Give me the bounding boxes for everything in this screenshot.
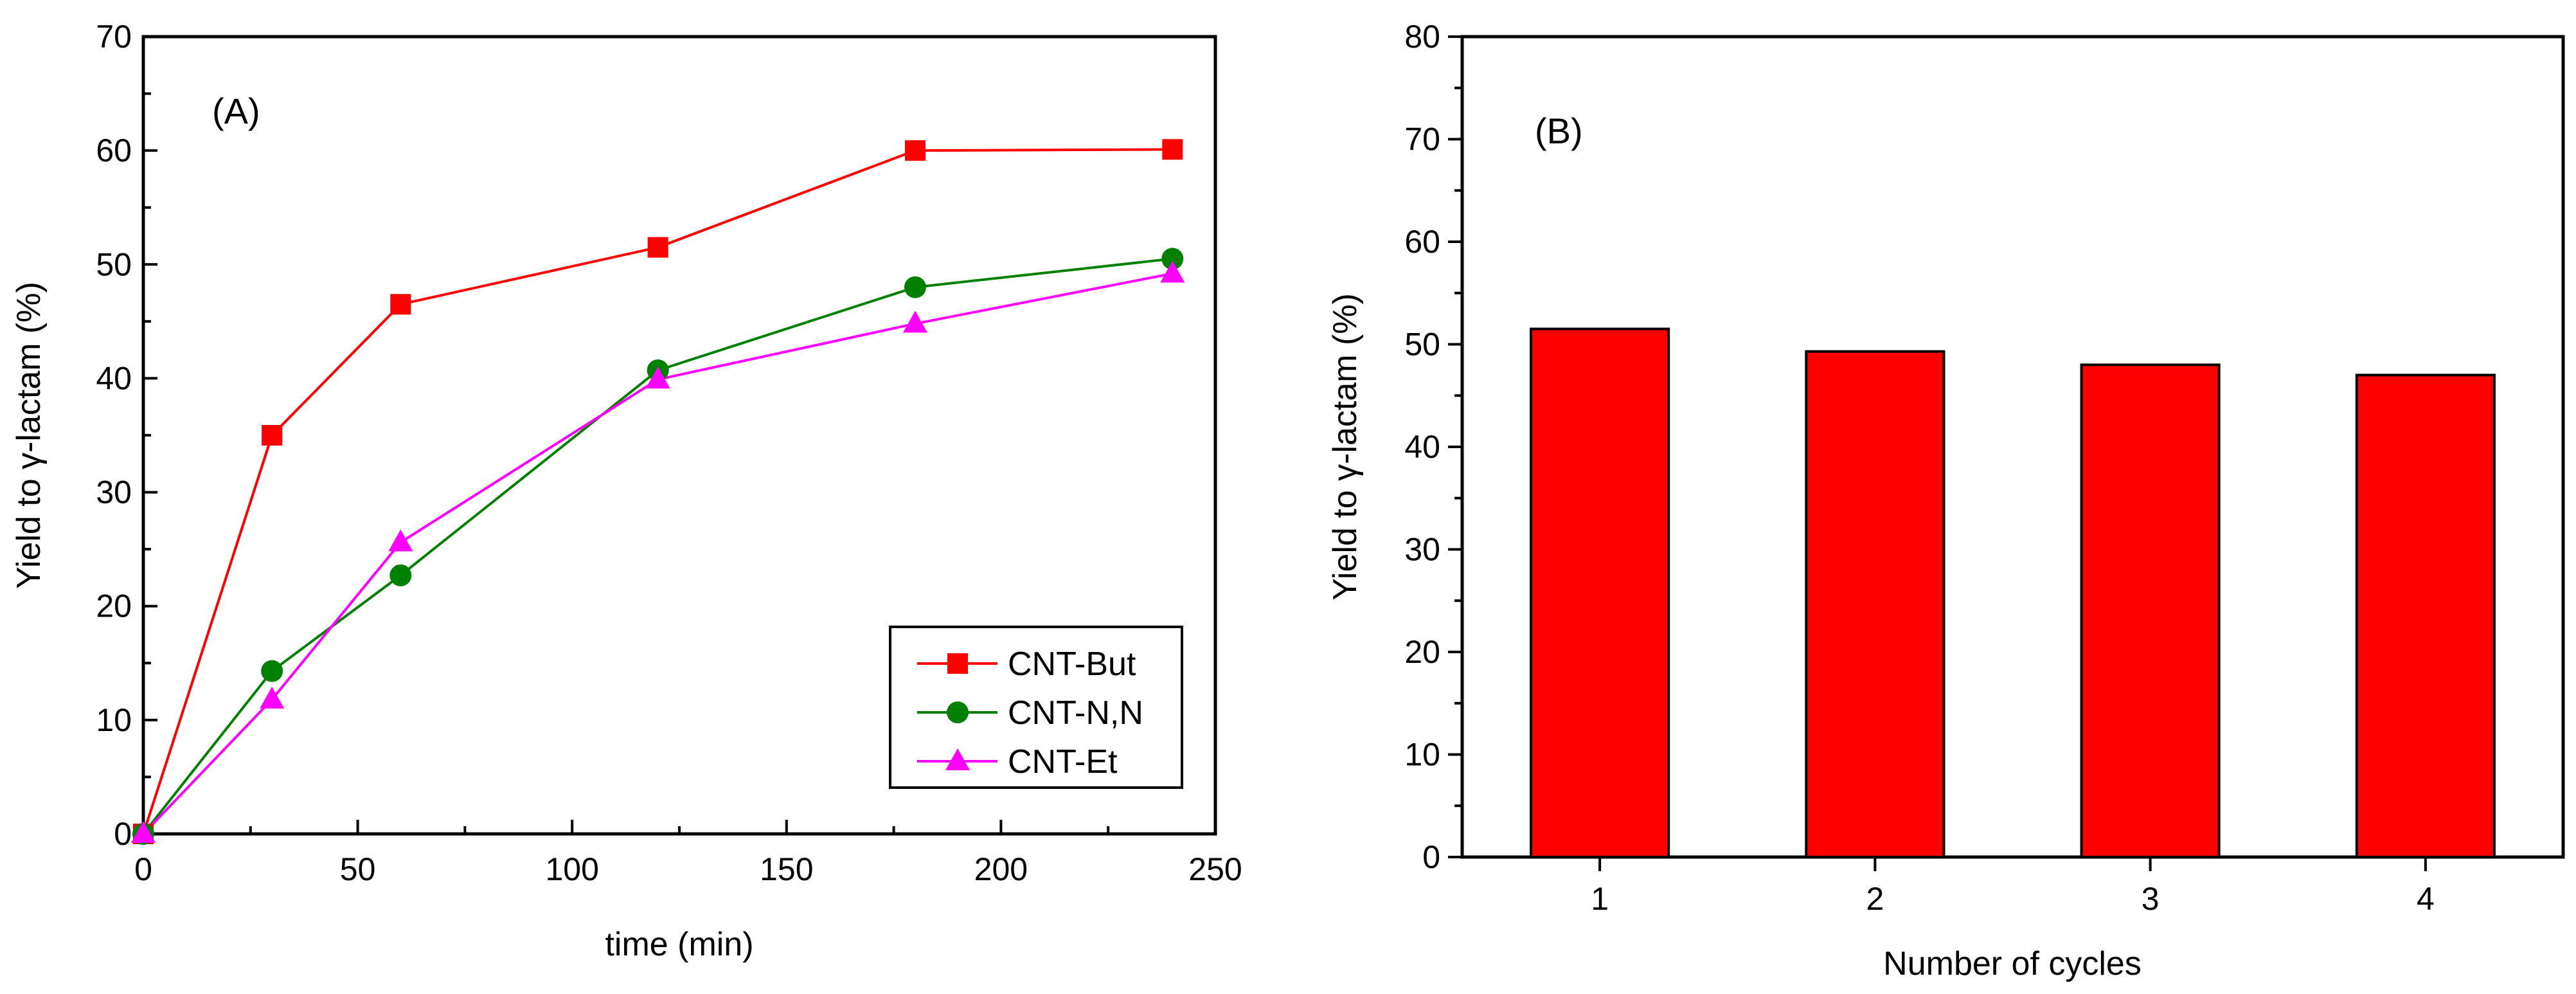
y-tick-label-b: 10 <box>1404 737 1440 773</box>
data-point-cnt-et <box>388 529 413 552</box>
bar-cycle-2 <box>1805 350 1945 858</box>
x-tick-label-a: 50 <box>340 851 376 887</box>
x-tick-label-b: 1 <box>1591 881 1609 917</box>
chart-panel-b: 0 10 20 30 40 50 60 70 80 1 2 3 4 Number of cycles Y… <box>1327 19 2565 982</box>
y-tick-label-a: 0 <box>114 816 132 852</box>
y-axis-title-a: Yield to γ-lactam (%) <box>10 282 48 589</box>
y-tick-label-a: 60 <box>96 132 132 168</box>
data-point-cnt-but <box>647 237 668 258</box>
y-tick-label-b: 20 <box>1404 634 1440 670</box>
data-point-cnt-et <box>131 821 156 843</box>
data-point-cnt-but <box>1162 139 1183 160</box>
data-point-cnt-n-n <box>1161 248 1184 270</box>
y-tick-label-a: 20 <box>96 588 132 624</box>
legend-marker-cnt-n-n <box>947 701 969 723</box>
y-tick-label-b: 40 <box>1404 429 1440 465</box>
y-tick-label-b: 60 <box>1404 224 1440 260</box>
legend-marker-cnt-et <box>945 748 970 770</box>
series-line-cnt-but <box>142 148 1173 835</box>
series-lines-a <box>142 148 1173 835</box>
x-tick-label-a: 0 <box>134 851 152 887</box>
x-tick-label-a: 250 <box>1188 851 1242 887</box>
series-line-cnt-et <box>142 272 1173 835</box>
y-tick-label-a: 30 <box>96 474 132 511</box>
y-tick-label-b: 30 <box>1404 532 1440 568</box>
series-line-cnt-n-n <box>142 257 1173 835</box>
legend-label-cnt-n-n: CNT-N,N <box>1008 694 1143 732</box>
x-tick-label-a: 100 <box>545 851 598 887</box>
data-point-cnt-et <box>902 311 927 333</box>
bars-b <box>1530 327 2496 858</box>
legend-label-cnt-et: CNT-Et <box>1008 743 1118 781</box>
chart-panel-a: 0 50 100 150 200 250 0 10 20 30 40 50 60 70 time (min… <box>10 19 1242 963</box>
x-axis-title-b: Number of cycles <box>1883 945 2142 982</box>
panel-label-a: (A) <box>212 91 260 131</box>
axis-ticks-a: 0 50 100 150 200 250 0 10 20 30 40 50 60 70 <box>96 19 1242 887</box>
data-point-cnt-et <box>260 686 285 709</box>
data-point-cnt-n-n <box>904 276 926 298</box>
y-tick-label-b: 0 <box>1422 839 1440 875</box>
x-tick-label-b: 3 <box>2142 881 2160 917</box>
bar-cycle-1 <box>1530 327 1670 858</box>
x-tick-label-a: 200 <box>974 851 1028 887</box>
bar-cycle-3 <box>2080 363 2221 858</box>
data-point-cnt-et <box>1160 260 1185 283</box>
data-point-cnt-n-n <box>389 564 412 586</box>
y-axis-title-b: Yield to γ-lactam (%) <box>1327 293 1364 601</box>
data-point-cnt-et <box>645 366 670 389</box>
x-tick-label-b: 2 <box>1866 881 1884 917</box>
x-axis-title-a: time (min) <box>605 926 753 963</box>
axis-ticks-b: 0 10 20 30 40 50 60 70 80 1 2 3 4 <box>1404 19 2434 917</box>
data-point-cnt-but <box>904 140 926 161</box>
y-tick-label-a: 40 <box>96 360 132 396</box>
data-point-cnt-but <box>390 294 411 315</box>
x-tick-label-b: 4 <box>2417 881 2435 917</box>
y-tick-label-b: 80 <box>1404 19 1440 55</box>
y-tick-label-a: 10 <box>96 702 132 738</box>
y-tick-label-b: 50 <box>1404 327 1440 363</box>
panel-label-b: (B) <box>1535 111 1583 151</box>
series-markers-a <box>131 139 1185 845</box>
legend-a: CNT-But CNT-N,N CNT-Et <box>889 626 1183 789</box>
y-tick-label-b: 70 <box>1404 122 1440 158</box>
data-point-cnt-n-n <box>261 660 283 682</box>
data-point-cnt-but <box>262 425 283 446</box>
y-tick-label-a: 50 <box>96 246 132 282</box>
legend-label-cnt-but: CNT-But <box>1008 646 1136 683</box>
bar-cycle-4 <box>2355 374 2496 858</box>
y-tick-label-a: 70 <box>96 19 132 55</box>
x-tick-label-a: 150 <box>760 851 813 887</box>
legend-marker-cnt-but <box>947 653 968 674</box>
